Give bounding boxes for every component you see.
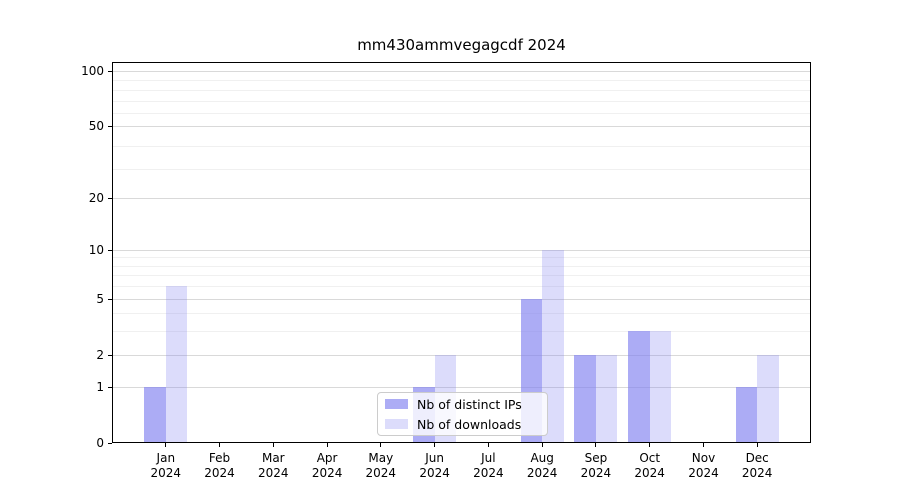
gridline-50 (112, 126, 811, 128)
bar-distinct-ips-jan (144, 387, 166, 443)
y-tick-label-2: 2 (96, 347, 104, 362)
x-tick-label-mar: Mar 2024 (258, 451, 289, 480)
x-tick-label-jul: Jul 2024 (473, 451, 504, 480)
legend-swatch-distinct-ips (385, 399, 408, 409)
x-tick-label-feb: Feb 2024 (204, 451, 235, 480)
y-tick-mark-0 (108, 443, 112, 445)
x-tick-mark-sep (595, 443, 597, 447)
y-tick-label-5: 5 (96, 291, 104, 306)
x-tick-label-sep: Sep 2024 (580, 451, 612, 480)
gridline-minor-89 (112, 80, 811, 82)
legend: Nb of distinct IPs Nb of downloads (377, 392, 548, 436)
y-tick-mark-5 (108, 298, 112, 300)
gridline-minor-29 (112, 168, 811, 170)
x-tick-label-dec: Dec 2024 (741, 451, 773, 480)
y-tick-mark-10 (108, 249, 112, 251)
y-tick-label-20: 20 (88, 190, 104, 205)
chart-title: mm430ammvegagcdf 2024 (357, 36, 566, 54)
y-tick-mark-100 (108, 71, 112, 73)
gridline-1 (112, 387, 811, 389)
gridline-minor-59 (112, 113, 811, 114)
x-tick-mark-jul (487, 443, 489, 447)
gridline-minor-3 (112, 331, 811, 333)
gridline-minor-4 (112, 313, 811, 315)
bar-distinct-ips-dec (735, 387, 758, 443)
bar-downloads-dec (757, 354, 779, 443)
gridline-5 (112, 298, 811, 300)
x-tick-mark-feb (218, 443, 221, 447)
x-tick-mark-dec (756, 443, 758, 447)
gridline-20 (112, 197, 811, 199)
x-tick-label-nov: Nov 2024 (688, 451, 719, 480)
bar-downloads-sep (595, 354, 618, 443)
legend-label-downloads: Nb of downloads (417, 416, 522, 432)
gridline-10 (112, 249, 811, 251)
bar-downloads-jan (165, 286, 188, 443)
legend-label-distinct-ips: Nb of distinct IPs (417, 396, 522, 412)
gridline-minor-39 (112, 145, 811, 147)
legend-row-downloads: Nb of downloads (385, 417, 540, 432)
x-tick-label-jan: Jan 2024 (150, 451, 182, 480)
legend-row-distinct-ips: Nb of distinct IPs (385, 397, 540, 412)
x-tick-mark-apr (326, 443, 328, 447)
x-tick-mark-jan (165, 443, 167, 447)
gridline-minor-69 (112, 100, 811, 102)
y-tick-label-0: 0 (96, 436, 104, 450)
y-tick-mark-50 (108, 126, 112, 128)
x-tick-mark-aug (541, 443, 543, 447)
y-tick-mark-2 (108, 354, 112, 356)
x-tick-mark-may (380, 443, 382, 447)
y-tick-mark-20 (108, 197, 112, 199)
bar-distinct-ips-oct (628, 331, 650, 443)
x-tick-mark-oct (649, 443, 651, 447)
gridline-minor-6 (112, 286, 811, 288)
x-tick-label-may: May 2024 (365, 451, 397, 480)
y-tick-label-50: 50 (88, 119, 104, 134)
x-tick-mark-jun (434, 443, 436, 447)
x-tick-label-oct: Oct 2024 (634, 451, 665, 480)
y-tick-label-100: 100 (81, 64, 104, 78)
gridline-minor-7 (112, 275, 811, 277)
x-tick-label-apr: Apr 2024 (311, 451, 343, 480)
legend-swatch-downloads (385, 419, 408, 429)
plot-area (112, 62, 811, 443)
y-tick-label-1: 1 (96, 380, 104, 395)
x-tick-mark-nov (702, 443, 705, 447)
x-tick-mark-mar (272, 443, 274, 447)
gridline-100 (112, 71, 811, 72)
y-tick-label-10: 10 (88, 242, 104, 257)
x-tick-label-jun: Jun 2024 (419, 451, 450, 480)
gridline-minor-8 (112, 265, 811, 267)
bar-distinct-ips-sep (574, 354, 596, 443)
bar-downloads-oct (649, 331, 672, 443)
y-tick-mark-1 (108, 387, 112, 389)
gridline-minor-9 (112, 257, 811, 259)
gridline-2 (112, 354, 811, 356)
gridline-minor-79 (112, 89, 811, 91)
x-tick-label-aug: Aug 2024 (526, 451, 558, 480)
